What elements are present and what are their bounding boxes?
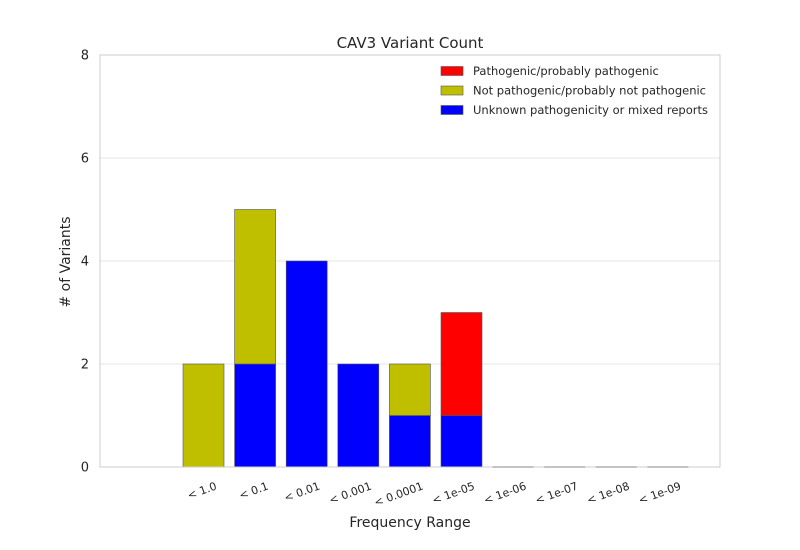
bar-segment [234,363,276,468]
x-tick-label: < 1e-06 [482,480,528,507]
y-axis-label: # of Variants [58,216,74,307]
x-tick-label: < 0.0001 [372,480,425,510]
x-tick-label: < 1e-09 [637,480,683,507]
bar-segment [337,363,380,468]
y-tick-label: 2 [81,358,89,373]
legend-swatch [440,66,464,76]
bar-segment [182,363,225,468]
bar-segment [285,260,328,468]
x-tick-label: < 1.0 [186,480,219,503]
x-ticks: < 1.0 < 0.1 < 0.01 < 0.001 < 0.0001 < 1e-05 < … [186,480,683,510]
legend-label: Not pathogenic/probably not pathogenic [473,84,706,98]
bar-segment [440,415,483,468]
bar-segment [234,209,276,365]
x-tick-label: < 0.01 [282,480,321,505]
bar-segment [389,363,431,416]
x-tick-label: < 1e-07 [534,480,580,507]
x-tick-label: < 0.1 [237,480,270,503]
bar-segment [389,415,431,468]
legend-swatch [440,105,464,115]
x-tick-label: < 1e-05 [430,480,476,507]
bar-segment [440,312,483,416]
y-tick-label: 8 [81,49,89,64]
legend: Pathogenic/probably pathogenic Not pathog… [440,64,708,117]
legend-label: Unknown pathogenicity or mixed reports [473,103,708,117]
x-tick-label: < 0.001 [327,480,373,507]
x-axis-label: Frequency Range [349,515,470,531]
legend-swatch [440,85,464,96]
y-ticks: 0 2 4 6 8 [81,49,89,476]
y-tick-label: 0 [81,461,89,476]
chart-title: CAV3 Variant Count [337,34,484,52]
plot-frame [99,54,721,468]
bars [182,209,689,468]
y-tick-label: 4 [81,255,89,270]
legend-label: Pathogenic/probably pathogenic [473,64,659,78]
y-tick-label: 6 [81,152,89,167]
x-tick-label: < 1e-08 [585,480,631,507]
